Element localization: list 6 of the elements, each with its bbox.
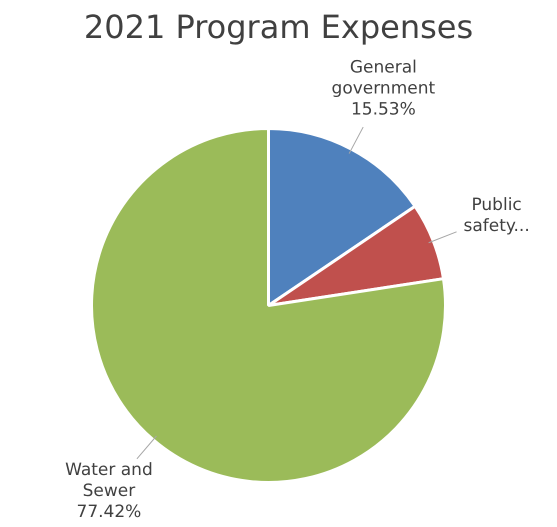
chart-title: 2021 Program Expenses <box>82 8 474 46</box>
data-label: 77.42% <box>76 502 142 522</box>
slice-label: General government <box>332 58 436 99</box>
slice-label: Public safety... <box>463 195 530 236</box>
slice-label: Water and Sewer <box>65 460 153 501</box>
data-label: 15.53% <box>350 100 416 120</box>
